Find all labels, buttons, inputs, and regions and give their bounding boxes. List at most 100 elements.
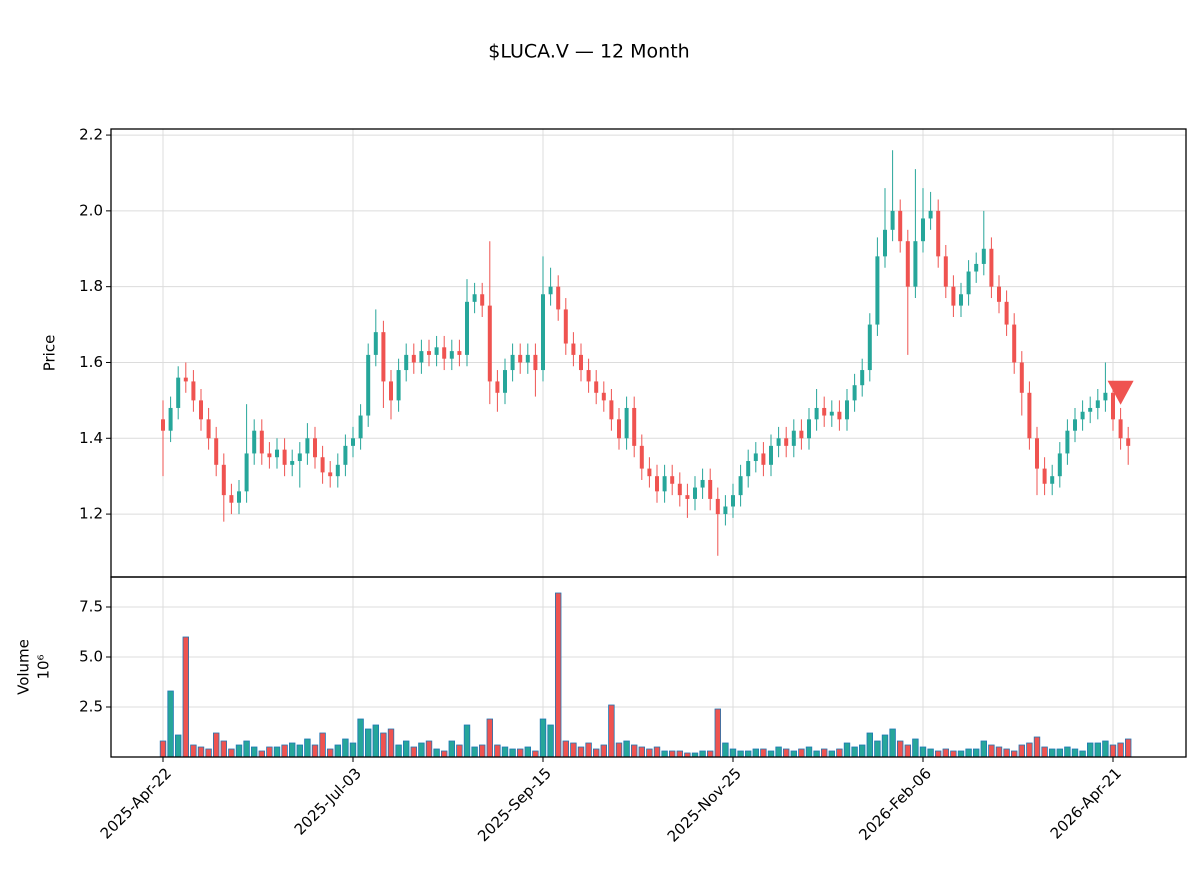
grid [111, 129, 1186, 757]
candle-body [381, 332, 386, 382]
y-tick-label: 1.6 [79, 353, 103, 371]
volume-bar [197, 746, 205, 758]
volume-bar [881, 734, 889, 758]
candle-body [495, 381, 500, 393]
y-tick-label: 5.0 [79, 648, 103, 666]
volume-bar [425, 740, 433, 758]
candle-body [959, 294, 963, 306]
volume-bar [167, 690, 174, 758]
volume-bar [524, 746, 531, 758]
candle-body [1126, 438, 1131, 446]
volume-bar [798, 748, 805, 758]
candle-body [434, 347, 439, 355]
candle-body [898, 210, 903, 242]
volume-bar [501, 746, 509, 758]
volume-bar [1125, 738, 1132, 758]
candle-body [632, 407, 637, 446]
volume-bar [585, 742, 592, 758]
candle-body [807, 419, 811, 439]
volume-bar [897, 740, 904, 758]
candle-body [784, 438, 789, 446]
candle-body [487, 305, 492, 382]
volume-bar [1109, 744, 1117, 758]
candle-body [313, 438, 317, 458]
candle-body [510, 354, 515, 371]
candle-body [214, 438, 219, 465]
candle-body [769, 445, 773, 465]
candle-body [875, 256, 880, 325]
volume-bar [440, 750, 448, 758]
volume-bar [714, 708, 721, 758]
volume-bar [342, 738, 349, 758]
volume-frame [110, 576, 1187, 758]
volume-bar [889, 728, 896, 758]
volume-bar [843, 742, 851, 758]
candle-body [1065, 430, 1070, 454]
volume-bar [1071, 748, 1079, 758]
candle-body [548, 286, 553, 295]
candle-body [867, 324, 872, 371]
volume-bar [433, 748, 440, 758]
volume-bar [532, 750, 539, 758]
volume-bar [988, 744, 995, 758]
candle-body [404, 354, 409, 371]
y-axis-label: Price [41, 335, 59, 372]
volume-bar [729, 748, 737, 758]
candle-body [1027, 392, 1032, 439]
volume-bar [912, 738, 919, 758]
candle-body [305, 438, 310, 454]
volume-bar [646, 748, 653, 758]
volume-bar [722, 742, 729, 758]
volume-bar [874, 740, 881, 758]
candle-body [723, 506, 728, 515]
candle-body [829, 411, 834, 416]
candle-body [518, 354, 523, 363]
candle-body [677, 483, 682, 496]
candle-body [297, 453, 302, 462]
candle-body [1019, 362, 1024, 393]
volume-bar [942, 748, 949, 758]
candle-body [647, 468, 652, 477]
volume-bar [600, 744, 607, 758]
volume-bar [1064, 746, 1071, 758]
candle-body [1118, 419, 1123, 439]
volume-bar [593, 748, 600, 758]
volume-bar [357, 718, 364, 758]
volume-bar [372, 724, 379, 758]
candle-body [199, 400, 203, 420]
candle-body [176, 377, 181, 408]
volume-bar [243, 740, 250, 758]
candle-body [928, 210, 933, 219]
candle-body [328, 472, 333, 477]
volume-bar [1056, 748, 1063, 758]
candle-body [921, 218, 925, 242]
candle-body [533, 354, 538, 371]
volume-bar [828, 750, 835, 758]
volume-bar [1079, 750, 1086, 758]
volume-bar [402, 740, 410, 758]
candle-body [936, 210, 941, 257]
volume-bar [1117, 742, 1124, 758]
volume-bar [950, 750, 957, 758]
volume-bar [334, 744, 341, 758]
candle-body [943, 256, 948, 287]
candle-body [731, 495, 735, 507]
candle-body [457, 351, 462, 355]
volume-bar [957, 750, 965, 758]
volume-axis-label: Volume [15, 639, 33, 695]
volume-bar [973, 748, 980, 758]
candle-body [594, 381, 599, 393]
volume-bar [866, 732, 873, 758]
volume-bar [273, 746, 281, 758]
candle-body [396, 370, 401, 401]
volume-bar [615, 742, 623, 758]
candle-body [586, 370, 591, 382]
candle-body [335, 464, 340, 477]
candle-body [693, 487, 697, 499]
candle-body [351, 438, 355, 446]
candle-body [503, 370, 507, 393]
candle-body [662, 476, 667, 492]
candle-body [609, 400, 614, 420]
signal-marker [1107, 380, 1134, 405]
candle-body [738, 476, 743, 496]
